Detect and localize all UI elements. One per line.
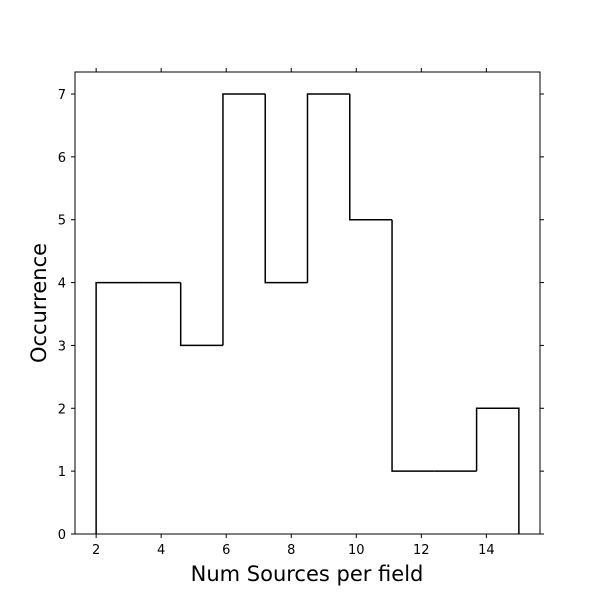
y-tick-label: 1: [58, 465, 66, 480]
plot-frame: [74, 71, 541, 535]
hist-step: [179, 282, 223, 347]
x-tick-label: 6: [222, 543, 230, 558]
hist-step: [391, 219, 435, 472]
hist-step: [264, 94, 308, 284]
hist-step: [222, 93, 266, 346]
y-axis-label: Occurrence: [27, 243, 51, 363]
hist-step: [349, 94, 393, 221]
x-tick-label: 8: [287, 543, 295, 558]
x-axis-label: Num Sources per field: [191, 562, 424, 586]
x-tick-label: 2: [92, 543, 100, 558]
x-tick-label: 4: [157, 543, 165, 558]
y-tick-label: 6: [58, 151, 66, 166]
y-tick-label: 4: [58, 277, 66, 292]
x-tick-label: 10: [348, 543, 365, 558]
hist-step: [95, 281, 139, 534]
y-tick-label: 5: [58, 214, 66, 229]
y-tick-label: 0: [58, 528, 66, 543]
hist-step: [475, 407, 520, 534]
y-tick-label: 2: [58, 402, 66, 417]
y-tick-label: 7: [58, 88, 66, 103]
x-tick-label: 14: [478, 543, 495, 558]
x-tick-label: 12: [413, 543, 430, 558]
y-tick-label: 3: [58, 339, 66, 354]
hist-step: [306, 93, 350, 283]
